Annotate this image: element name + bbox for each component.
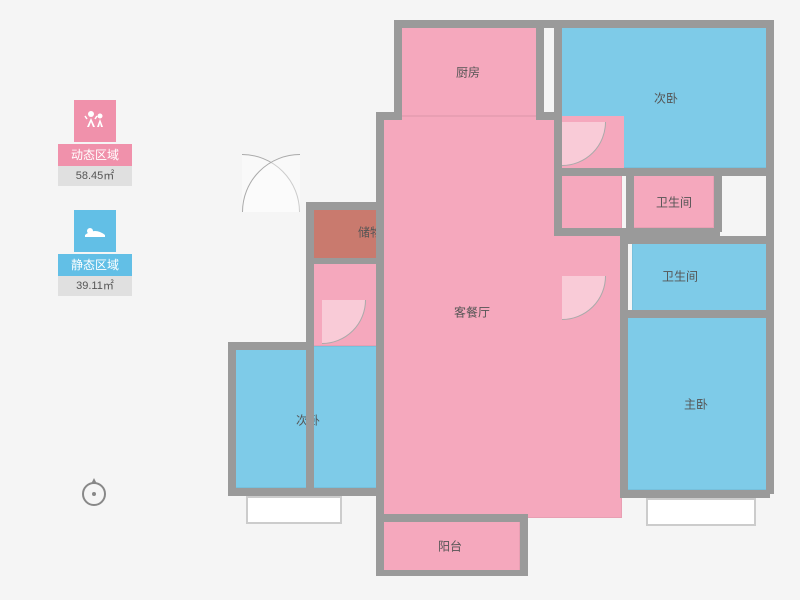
wall <box>714 168 722 232</box>
wall <box>306 258 382 264</box>
room-label-bath1: 卫生间 <box>656 194 692 211</box>
wall <box>620 310 770 318</box>
legend-dynamic-value: 58.45㎡ <box>58 166 132 186</box>
wall <box>626 168 634 232</box>
legend-panel: 动态区域 58.45㎡ 静态区域 39.11㎡ <box>58 100 132 320</box>
legend-dynamic: 动态区域 58.45㎡ <box>58 100 132 186</box>
wall <box>520 514 528 576</box>
floor-plan: 厨房次卧卫生间储物间客餐厅卫生间主卧次卧阳台 <box>226 12 776 588</box>
room-bath2 <box>632 240 770 312</box>
wall <box>376 112 384 522</box>
room-label-bath2: 卫生间 <box>662 268 698 285</box>
wall <box>766 20 774 494</box>
wall <box>394 20 770 28</box>
wall <box>394 20 402 120</box>
wall <box>376 514 384 576</box>
wall <box>306 202 382 210</box>
legend-static-value: 39.11㎡ <box>58 276 132 296</box>
compass-icon <box>78 476 110 508</box>
room-label-living: 客餐厅 <box>454 304 490 321</box>
legend-static: 静态区域 39.11㎡ <box>58 210 132 296</box>
wall <box>554 168 770 176</box>
window-ledge <box>246 496 342 524</box>
wall <box>536 20 544 118</box>
legend-static-label: 静态区域 <box>58 254 132 276</box>
sleep-icon <box>74 210 116 252</box>
room-label-balcony: 阳台 <box>438 538 462 555</box>
wall <box>228 342 236 490</box>
people-icon <box>74 100 116 142</box>
room-living <box>380 116 622 518</box>
wall <box>554 20 562 232</box>
wall <box>620 236 770 244</box>
wall <box>228 488 380 496</box>
wall <box>376 112 396 120</box>
wall <box>554 228 720 236</box>
wall <box>620 490 770 498</box>
wall <box>228 342 308 350</box>
room-label-master: 主卧 <box>684 396 708 413</box>
room-label-kitchen: 厨房 <box>456 64 480 81</box>
window-ledge <box>646 498 756 526</box>
wall <box>376 570 526 576</box>
wall <box>376 514 526 522</box>
wall <box>620 236 628 494</box>
room-label-bedroom2a: 次卧 <box>654 90 678 107</box>
legend-dynamic-label: 动态区域 <box>58 144 132 166</box>
